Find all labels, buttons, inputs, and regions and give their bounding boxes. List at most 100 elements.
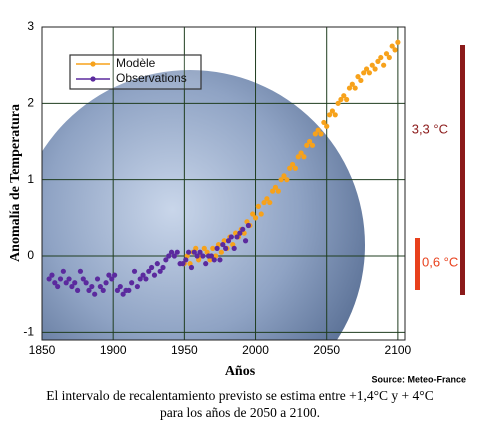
data-point — [287, 165, 293, 171]
data-point — [392, 47, 398, 53]
y-tick-label: -1 — [23, 325, 34, 339]
data-point — [92, 291, 98, 297]
data-point — [315, 127, 321, 133]
data-point — [106, 272, 112, 278]
data-point — [312, 131, 318, 137]
data-point — [344, 96, 350, 103]
data-point — [183, 257, 189, 263]
data-point — [191, 249, 197, 255]
earth-background — [42, 70, 365, 340]
data-point — [258, 211, 264, 217]
data-point — [63, 280, 69, 286]
data-point — [103, 280, 109, 286]
data-point — [208, 253, 214, 259]
data-point — [369, 62, 375, 68]
data-point — [74, 287, 81, 293]
x-tick-label: 2100 — [385, 343, 412, 357]
data-point — [94, 276, 101, 282]
data-point — [129, 280, 135, 286]
data-point — [355, 74, 361, 80]
data-point — [386, 54, 392, 61]
data-point — [326, 112, 333, 118]
data-point — [201, 245, 207, 251]
data-point — [188, 264, 195, 271]
data-point — [171, 253, 177, 259]
data-point — [77, 268, 84, 274]
data-point — [301, 154, 307, 160]
data-point — [295, 154, 301, 160]
data-point — [307, 138, 313, 145]
data-point — [375, 58, 381, 64]
data-point — [298, 150, 304, 156]
data-point — [329, 108, 335, 114]
data-point — [149, 264, 155, 271]
range-bar-observed — [415, 238, 420, 290]
data-point — [163, 257, 169, 263]
caption-line: El intervalo de recalentamiento previsto… — [46, 388, 433, 403]
data-point — [264, 196, 270, 202]
data-point — [83, 280, 89, 286]
data-point — [363, 66, 370, 72]
data-point — [117, 283, 123, 290]
data-point — [157, 268, 163, 274]
data-point — [89, 283, 95, 290]
legend-box — [69, 54, 202, 90]
data-point — [203, 261, 209, 267]
marks — [46, 39, 401, 297]
x-tick-label: 1900 — [100, 343, 127, 357]
data-point — [255, 203, 261, 210]
data-point — [218, 249, 224, 255]
data-point — [278, 177, 284, 183]
data-point — [240, 226, 246, 232]
source: Source: Meteo-France — [371, 374, 466, 384]
data-point — [131, 268, 138, 274]
legend-label: Observations — [116, 71, 187, 85]
data-point — [112, 272, 118, 278]
data-point — [252, 215, 259, 221]
data-point — [372, 66, 378, 72]
data-point — [292, 165, 298, 171]
data-point — [143, 276, 149, 282]
data-point — [234, 234, 240, 240]
x-axis-label: Años — [225, 364, 256, 379]
legend-swatch — [90, 76, 96, 82]
data-point — [168, 249, 175, 255]
data-point — [146, 268, 152, 274]
data-point — [275, 188, 281, 194]
data-point — [228, 234, 234, 240]
y-tick-label: 0 — [27, 248, 34, 262]
data-point — [200, 253, 206, 259]
annotation: 0,6 °C — [422, 254, 458, 269]
data-point — [72, 280, 78, 286]
data-point — [321, 119, 327, 126]
data-point — [389, 43, 395, 49]
data-point — [383, 51, 390, 57]
data-point — [69, 283, 75, 290]
data-point — [49, 272, 55, 278]
data-point — [154, 261, 160, 267]
data-point — [346, 85, 353, 91]
data-point — [242, 238, 249, 244]
data-point — [272, 184, 279, 190]
data-point — [46, 276, 52, 282]
data-point — [210, 245, 216, 251]
data-point — [366, 70, 373, 76]
data-point — [332, 112, 338, 118]
data-point — [289, 161, 296, 168]
data-point — [231, 245, 237, 251]
data-point — [361, 70, 367, 76]
legend-swatch — [90, 61, 96, 67]
data-point — [261, 199, 267, 206]
data-point — [86, 287, 92, 293]
data-point — [151, 272, 158, 278]
data-point — [223, 245, 229, 251]
data-point — [126, 287, 132, 293]
data-point — [304, 142, 310, 148]
data-point — [174, 249, 180, 255]
data-point — [60, 268, 66, 274]
data-point — [137, 276, 143, 282]
data-point — [114, 287, 121, 293]
data-point — [57, 276, 64, 282]
